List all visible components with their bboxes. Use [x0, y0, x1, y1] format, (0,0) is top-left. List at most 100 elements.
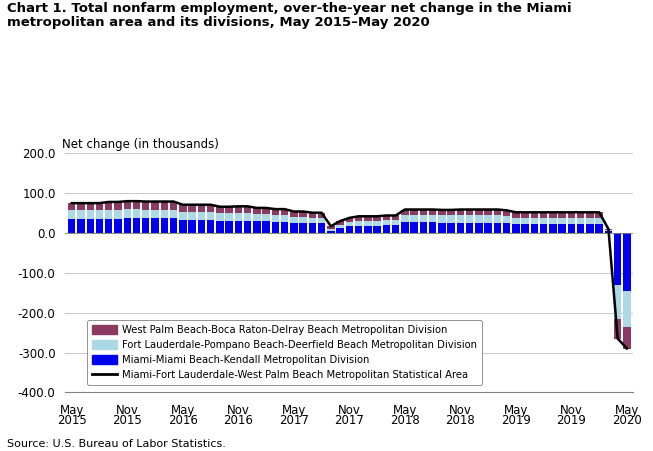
Bar — [567, 218, 575, 224]
Bar — [77, 203, 85, 210]
Bar — [522, 212, 529, 218]
Bar — [87, 203, 94, 210]
Bar — [596, 212, 603, 218]
Bar — [299, 212, 307, 217]
Bar — [605, 229, 612, 230]
Text: 2019: 2019 — [501, 414, 531, 427]
Bar — [123, 218, 131, 233]
Bar — [142, 202, 150, 210]
Bar — [345, 218, 353, 222]
Bar — [549, 224, 556, 233]
Bar — [290, 223, 298, 233]
Bar — [272, 215, 279, 222]
Bar — [87, 210, 94, 219]
Bar — [355, 216, 362, 221]
Bar — [188, 212, 196, 220]
Bar — [151, 210, 159, 218]
Bar — [309, 223, 316, 233]
Bar — [336, 225, 343, 228]
Bar — [438, 210, 445, 216]
Bar — [179, 212, 187, 220]
Bar — [558, 212, 566, 218]
Bar — [207, 205, 214, 212]
Bar — [133, 218, 140, 233]
Bar — [336, 221, 343, 225]
Bar — [234, 221, 242, 233]
Bar — [522, 218, 529, 224]
Bar — [263, 221, 270, 233]
Text: 2018: 2018 — [445, 414, 475, 427]
Bar — [374, 226, 381, 233]
Bar — [540, 212, 547, 218]
Bar — [586, 212, 594, 218]
Text: Nov: Nov — [560, 404, 583, 417]
Bar — [540, 224, 547, 233]
Bar — [68, 203, 76, 210]
Bar — [512, 218, 520, 224]
Bar — [485, 216, 492, 223]
Bar — [596, 218, 603, 224]
Bar — [114, 202, 121, 210]
Bar — [401, 222, 409, 233]
Bar — [281, 209, 288, 215]
Bar — [188, 220, 196, 233]
Bar — [96, 219, 103, 233]
Bar — [466, 210, 473, 216]
Bar — [198, 212, 205, 220]
Bar — [318, 218, 325, 223]
Text: May: May — [170, 404, 195, 417]
Bar — [290, 212, 298, 217]
Text: May: May — [281, 404, 306, 417]
Legend: West Palm Beach-Boca Raton-Delray Beach Metropolitan Division, Fort Lauderdale-P: West Palm Beach-Boca Raton-Delray Beach … — [88, 320, 483, 385]
Bar — [96, 210, 103, 219]
Text: May: May — [59, 404, 84, 417]
Text: Nov: Nov — [116, 404, 138, 417]
Bar — [475, 216, 483, 223]
Text: metropolitan area and its divisions, May 2015–May 2020: metropolitan area and its divisions, May… — [7, 16, 429, 29]
Bar — [198, 220, 205, 233]
Bar — [586, 218, 594, 224]
Bar — [401, 210, 409, 215]
Bar — [142, 218, 150, 233]
Bar — [456, 216, 464, 223]
Bar — [438, 216, 445, 223]
Bar — [234, 207, 242, 213]
Bar — [383, 226, 390, 233]
Bar — [401, 215, 409, 222]
Bar — [170, 218, 177, 233]
Bar — [614, 319, 622, 339]
Bar — [133, 209, 140, 218]
Text: Chart 1. Total nonfarm employment, over-the-year net change in the Miami: Chart 1. Total nonfarm employment, over-… — [7, 2, 571, 15]
Bar — [225, 207, 232, 213]
Text: 2015: 2015 — [112, 414, 142, 427]
Bar — [142, 210, 150, 218]
Text: 2016: 2016 — [223, 414, 253, 427]
Bar — [503, 223, 511, 233]
Bar — [244, 221, 251, 233]
Bar — [207, 212, 214, 220]
Text: Nov: Nov — [227, 404, 249, 417]
Bar — [383, 220, 390, 226]
Text: 2015: 2015 — [57, 414, 87, 427]
Bar — [151, 202, 159, 210]
Bar — [485, 210, 492, 216]
Bar — [466, 216, 473, 223]
Bar — [623, 233, 631, 291]
Text: 2016: 2016 — [168, 414, 198, 427]
Bar — [411, 215, 418, 222]
Bar — [170, 202, 177, 210]
Bar — [623, 291, 631, 327]
Bar — [586, 224, 594, 233]
Bar — [290, 217, 298, 223]
Bar — [161, 202, 168, 210]
Bar — [234, 213, 242, 221]
Bar — [68, 210, 76, 219]
Text: 2018: 2018 — [390, 414, 420, 427]
Text: 2017: 2017 — [334, 414, 364, 427]
Bar — [447, 210, 455, 216]
Text: May: May — [503, 404, 528, 417]
Bar — [281, 222, 288, 233]
Bar — [567, 212, 575, 218]
Bar — [198, 205, 205, 212]
Bar — [253, 221, 261, 233]
